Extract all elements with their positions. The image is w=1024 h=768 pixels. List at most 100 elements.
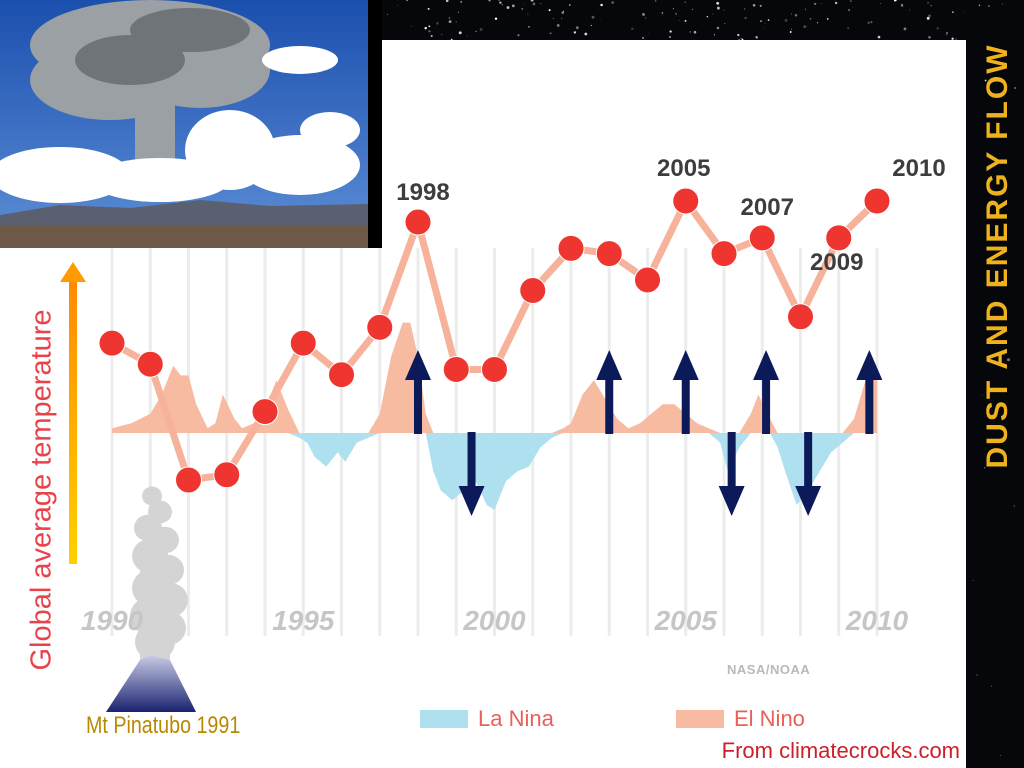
star <box>573 31 577 34</box>
star <box>386 13 388 15</box>
star <box>556 24 560 27</box>
year-label-2010: 2010 <box>892 155 945 182</box>
star <box>1001 280 1004 284</box>
temperature-point-2006 <box>710 240 738 268</box>
star <box>455 21 457 23</box>
star <box>1014 87 1016 89</box>
star <box>759 4 762 7</box>
star <box>936 27 939 30</box>
star <box>692 8 694 10</box>
star <box>821 2 823 4</box>
star <box>988 5 990 7</box>
temperature-point-2009 <box>825 224 853 252</box>
star <box>560 17 563 20</box>
x-tick-label-2005: 2005 <box>654 605 718 636</box>
star <box>737 33 740 37</box>
source-note: NASA/NOAA <box>727 662 811 677</box>
temperature-point-2007 <box>748 224 776 252</box>
star <box>713 34 716 36</box>
star <box>448 20 452 23</box>
star <box>441 34 443 36</box>
star <box>724 22 726 24</box>
star <box>759 20 763 23</box>
star <box>527 13 529 15</box>
star <box>674 12 678 16</box>
star <box>791 13 792 15</box>
star <box>803 25 807 28</box>
temperature-point-1992 <box>175 466 202 494</box>
star <box>791 28 793 30</box>
star <box>661 12 664 14</box>
star <box>982 394 983 396</box>
eruption-photo <box>0 0 382 248</box>
star <box>1004 354 1006 356</box>
star <box>569 4 571 6</box>
legend-item-la-nina: La Nina <box>420 706 554 732</box>
star <box>430 34 433 38</box>
year-label-2009: 2009 <box>810 249 863 276</box>
star <box>984 467 986 469</box>
x-tick-label-2000: 2000 <box>462 605 526 636</box>
star <box>1007 358 1010 362</box>
star <box>427 7 430 10</box>
star <box>826 17 829 20</box>
star <box>458 31 462 35</box>
star <box>479 27 483 31</box>
star <box>716 6 720 10</box>
credit-link[interactable]: From climatecrocks.com <box>721 738 960 763</box>
star <box>999 754 1002 757</box>
star <box>990 685 992 687</box>
star <box>406 0 408 1</box>
star <box>460 1 462 3</box>
star <box>716 26 720 30</box>
temperature-point-1996 <box>328 361 355 389</box>
x-tick-label-1990: 1990 <box>81 605 144 636</box>
temperature-point-2008 <box>787 303 814 331</box>
star <box>740 37 742 40</box>
star <box>927 1 929 4</box>
temperature-point-1999 <box>442 355 470 383</box>
star <box>684 19 687 22</box>
x-tick-label-2010: 2010 <box>845 605 909 636</box>
enso-area <box>112 322 877 510</box>
star <box>678 20 680 22</box>
star <box>963 11 965 13</box>
star <box>849 0 852 3</box>
star <box>893 0 897 2</box>
star <box>706 15 709 18</box>
temperature-point-2000 <box>481 355 508 383</box>
temperature-point-1994 <box>251 398 279 426</box>
legend-swatch-el-nino <box>676 710 724 728</box>
star <box>909 9 911 11</box>
star <box>972 580 974 582</box>
legend-label-el-nino: El Nino <box>734 706 805 731</box>
star <box>445 0 449 3</box>
star <box>955 38 957 40</box>
star <box>424 26 427 30</box>
temperature-point-1998 <box>404 208 432 236</box>
star <box>410 25 412 27</box>
la-nina-area <box>112 433 877 510</box>
x-tick-label-1995: 1995 <box>272 605 335 636</box>
star <box>809 17 812 20</box>
energy-arrow-up <box>753 350 780 434</box>
star <box>428 30 431 33</box>
star <box>436 21 439 25</box>
star <box>951 37 954 40</box>
star <box>723 9 725 11</box>
temperature-point-1990 <box>98 329 126 357</box>
temperature-point-1997 <box>366 313 394 341</box>
volcano-label: Mt Pinatubo 1991 <box>86 712 241 739</box>
star <box>497 0 500 2</box>
star <box>743 8 746 10</box>
star <box>900 4 904 7</box>
star <box>506 6 510 9</box>
star <box>631 27 634 30</box>
star <box>928 14 931 18</box>
star <box>813 2 817 6</box>
y-arrow-head <box>60 262 86 282</box>
energy-arrow-down <box>795 432 822 516</box>
star <box>669 36 671 38</box>
y-axis-arrow <box>60 262 86 564</box>
